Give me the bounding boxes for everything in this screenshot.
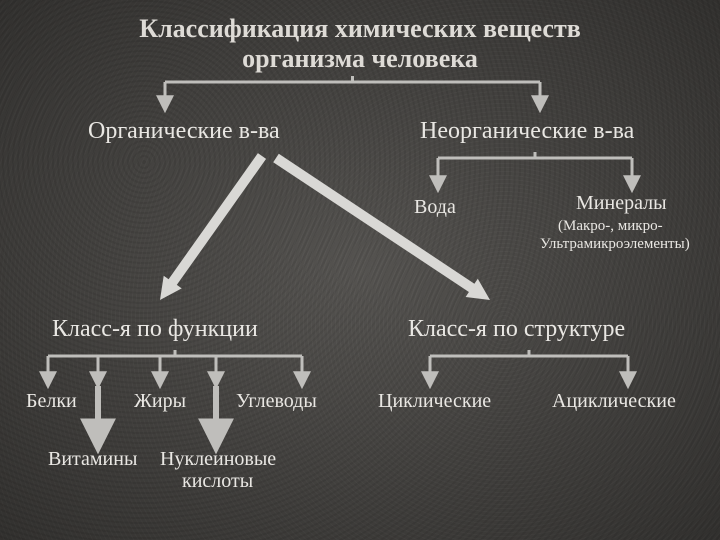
node-nucleic-1: Нуклеиновые — [160, 448, 276, 471]
title-line-1: Классификация химических веществ — [0, 14, 720, 44]
node-acyclic: Ациклические — [552, 390, 676, 413]
node-water: Вода — [414, 196, 456, 219]
node-fats: Жиры — [134, 390, 186, 413]
node-vitamins: Витамины — [48, 448, 137, 471]
title-line-2: организма человека — [0, 44, 720, 74]
node-minerals: Минералы — [576, 192, 667, 215]
node-inorganic: Неорганические в-ва — [420, 118, 634, 145]
diagram-stage: Классификация химических веществ организ… — [0, 0, 720, 540]
node-cyclic: Циклические — [378, 390, 491, 413]
node-minerals-sub1: (Макро-, микро- — [558, 218, 663, 235]
node-proteins: Белки — [26, 390, 77, 413]
node-carbs: Углеводы — [236, 390, 317, 413]
node-organic: Органические в-ва — [88, 118, 280, 145]
node-nucleic-2: кислоты — [182, 470, 253, 493]
node-by-function: Класс-я по функции — [52, 316, 258, 343]
node-by-structure: Класс-я по структуре — [408, 316, 625, 343]
node-minerals-sub2: Ультрамикроэлементы) — [540, 236, 690, 253]
